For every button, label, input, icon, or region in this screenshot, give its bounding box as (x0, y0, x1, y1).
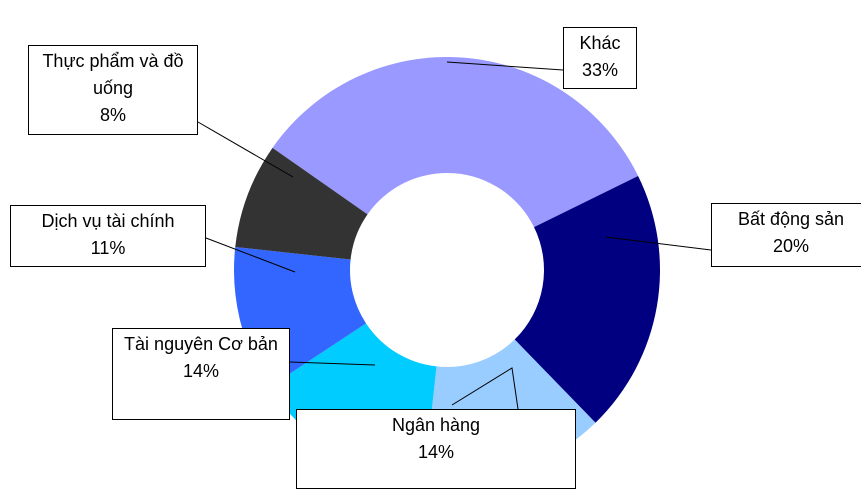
leader-line (197, 121, 294, 178)
donut-slice (235, 147, 368, 260)
label-name: Bất động sản (737, 209, 845, 229)
label-value: 8% (99, 105, 126, 125)
label-value: 20% (772, 236, 810, 256)
label-name: Thực phẩm và đồ uống (42, 51, 184, 98)
donut-slice (272, 56, 639, 228)
label-name: Ngân hàng (391, 415, 481, 435)
leader-line (289, 361, 376, 366)
label-name: Khác (579, 33, 621, 53)
leader-line (205, 237, 296, 273)
leader-line (451, 367, 519, 410)
data-label: Dịch vụ tài chính 11% (10, 205, 206, 267)
label-value: 33% (581, 60, 619, 80)
label-value: 14% (417, 442, 455, 462)
label-value: 14% (182, 361, 220, 381)
data-label: Tài nguyên Cơ bản 14% (112, 328, 290, 420)
leader-line (605, 236, 712, 251)
data-label: Thực phẩm và đồ uống 8% (28, 45, 198, 135)
data-label: Ngân hàng 14% (296, 409, 576, 489)
label-name: Dịch vụ tài chính (41, 211, 175, 231)
leader-line (446, 61, 564, 71)
data-label: Bất động sản 20% (711, 203, 861, 267)
donut-slice (514, 175, 660, 423)
label-value: 11% (90, 238, 126, 258)
data-label: Khác 33% (563, 27, 637, 89)
label-name: Tài nguyên Cơ bản (124, 334, 278, 354)
